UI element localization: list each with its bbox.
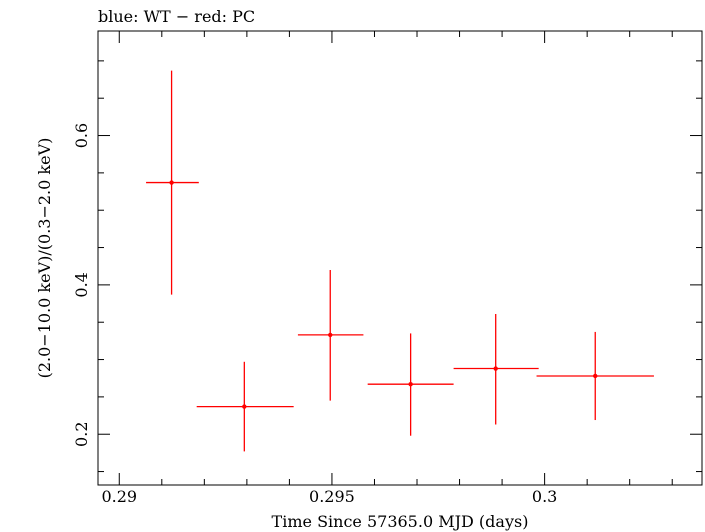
data-point — [536, 331, 654, 421]
point-marker — [593, 373, 598, 379]
x-tick-label: 0.3 — [532, 487, 557, 506]
chart-title: blue: WT − red: PC — [98, 7, 255, 26]
point-marker — [408, 381, 413, 387]
point-marker — [242, 404, 247, 409]
data-point — [453, 314, 539, 425]
plot-frame — [97, 30, 703, 486]
y-axis-label: (2.0−10.0 keV)/(0.3−2.0 keV) — [35, 138, 54, 379]
y-tick-label: 0.4 — [72, 272, 91, 297]
x-tick-label: 0.29 — [101, 487, 137, 506]
x-tick-label: 0.295 — [309, 487, 355, 506]
point-marker — [493, 366, 498, 371]
x-axis-label: Time Since 57365.0 MJD (days) — [272, 512, 529, 531]
data-point — [367, 333, 454, 436]
point-marker — [328, 332, 333, 338]
y-tick-label: 0.6 — [72, 123, 91, 148]
point-marker — [169, 180, 174, 185]
data-point — [196, 361, 294, 452]
data-point — [297, 269, 364, 401]
y-tick-label: 0.2 — [72, 421, 91, 446]
data-point — [146, 70, 199, 295]
